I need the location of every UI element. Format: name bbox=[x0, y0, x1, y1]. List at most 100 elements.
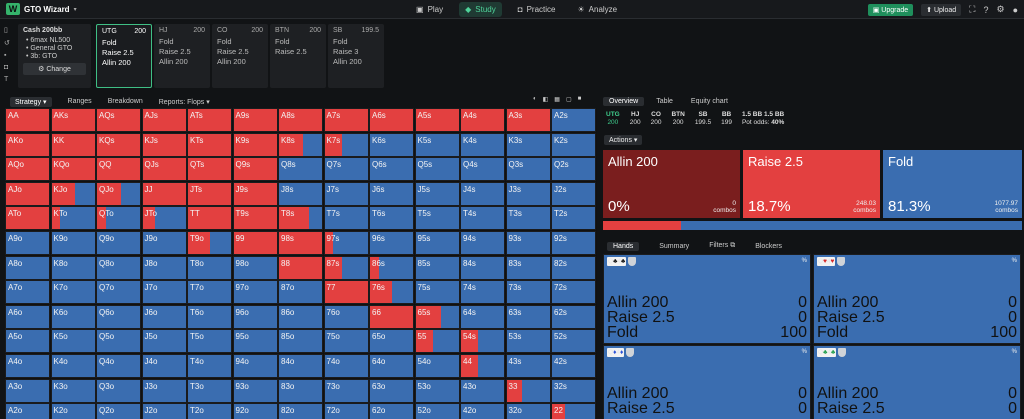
hand-cell[interactable]: ATs bbox=[187, 108, 232, 132]
hand-cell[interactable]: KQo bbox=[50, 157, 96, 182]
hand-cell[interactable]: AKo bbox=[5, 132, 50, 157]
tab-summary[interactable]: Summary bbox=[659, 242, 690, 250]
hand-cell[interactable]: 72s bbox=[551, 280, 596, 305]
position-action[interactable]: Allin 200 bbox=[217, 57, 246, 66]
hand-cell[interactable]: 95s bbox=[414, 231, 460, 255]
position-action[interactable]: Raise 3 bbox=[333, 47, 359, 56]
hand-cell[interactable]: 86o bbox=[278, 304, 323, 329]
hand-cell[interactable]: Q7o bbox=[96, 280, 141, 305]
hand-cell[interactable]: 62o bbox=[369, 403, 414, 419]
save-icon[interactable]: ▪ bbox=[4, 52, 7, 59]
hand-cell[interactable]: T3s bbox=[505, 206, 551, 231]
change-button[interactable]: ⚙ Change bbox=[23, 63, 86, 75]
hand-cell[interactable]: K9o bbox=[50, 231, 96, 255]
hand-cell[interactable]: AQs bbox=[96, 108, 141, 132]
nav-tab-analyze[interactable]: ☀ Analyze bbox=[577, 5, 618, 14]
hand-cell[interactable]: K5o bbox=[50, 329, 96, 354]
hand-cell[interactable]: 53o bbox=[414, 378, 460, 403]
view-solid-icon[interactable]: ■ bbox=[577, 96, 582, 102]
hand-cell[interactable]: K7s bbox=[323, 132, 369, 157]
hand-cell[interactable]: 87o bbox=[278, 280, 323, 305]
hand-card[interactable]: Q ♣ 4 ♣% Allin 200 0 Raise 2.5 0 Fold 100 bbox=[603, 254, 811, 344]
hand-cell[interactable]: T7o bbox=[187, 280, 232, 305]
hand-cell[interactable]: Q2s bbox=[551, 157, 596, 182]
position-action[interactable]: Fold bbox=[159, 37, 174, 46]
hand-cell[interactable]: 83o bbox=[278, 378, 323, 403]
hand-cell[interactable]: Q8s bbox=[278, 157, 323, 182]
position-action[interactable]: Fold bbox=[102, 38, 117, 47]
view-half-icon[interactable]: ◧ bbox=[542, 97, 549, 103]
hand-cell[interactable]: QJs bbox=[141, 157, 187, 182]
hand-cell[interactable]: J2s bbox=[551, 181, 596, 206]
hand-cell[interactable]: AQo bbox=[5, 157, 50, 182]
hand-cell[interactable]: T3o bbox=[187, 378, 232, 403]
hand-cell[interactable]: J2o bbox=[141, 403, 187, 419]
hand-cell[interactable]: KTo bbox=[50, 206, 96, 231]
hand-cell[interactable]: 52o bbox=[414, 403, 460, 419]
hand-cell[interactable]: K4s bbox=[460, 132, 505, 157]
hand-cell[interactable]: K6s bbox=[369, 132, 414, 157]
text-icon[interactable]: T bbox=[4, 76, 9, 83]
hand-cell[interactable]: K6o bbox=[50, 304, 96, 329]
actions-dropdown[interactable]: Actions ▾ bbox=[604, 135, 643, 145]
tab-reports[interactable]: Reports: Flops ▾ bbox=[158, 98, 210, 106]
position-action[interactable]: Allin 200 bbox=[333, 57, 362, 66]
nav-tab-practice[interactable]: ◘ Practice bbox=[517, 5, 556, 14]
hand-cell[interactable]: AJo bbox=[5, 181, 50, 206]
hand-cell[interactable]: J3s bbox=[505, 181, 551, 206]
hand-cell[interactable]: 97s bbox=[323, 231, 369, 255]
seat-co[interactable]: CO 200 bbox=[650, 111, 662, 126]
hand-cell[interactable]: Q9o bbox=[96, 231, 141, 255]
user-icon[interactable]: ● bbox=[1012, 4, 1018, 15]
view-grid-icon[interactable]: ▦ bbox=[554, 97, 560, 103]
view-square-icon[interactable]: ▢ bbox=[565, 97, 572, 103]
nav-tab-study[interactable]: ◆ Study bbox=[459, 2, 502, 17]
hand-cell[interactable]: A4o bbox=[5, 354, 50, 378]
hand-cell[interactable]: J4s bbox=[460, 181, 505, 206]
hand-cell[interactable]: A9o bbox=[5, 231, 50, 255]
hand-cell[interactable]: 22 bbox=[551, 403, 596, 419]
position-card-sb[interactable]: SB 199.5 Fold Raise 3 Allin 200 bbox=[328, 24, 384, 88]
hand-cell[interactable]: A5o bbox=[5, 329, 50, 354]
hand-cell[interactable]: J5s bbox=[414, 181, 460, 206]
hand-cell[interactable]: 94o bbox=[232, 354, 278, 378]
seat-bb[interactable]: BB 199 bbox=[721, 111, 732, 126]
tab-hands[interactable]: Hands bbox=[607, 241, 640, 251]
hand-cell[interactable]: T8o bbox=[187, 255, 232, 280]
hand-cell[interactable]: 96s bbox=[369, 231, 414, 255]
logo[interactable]: W GTO Wizard ▾ bbox=[6, 3, 77, 15]
position-card-co[interactable]: CO 200 Fold Raise 2.5 Allin 200 bbox=[212, 24, 268, 88]
hand-cell[interactable]: Q7s bbox=[323, 157, 369, 182]
hand-cell[interactable]: 85o bbox=[278, 329, 323, 354]
hand-cell[interactable]: KK bbox=[50, 132, 96, 157]
hand-cell[interactable]: T4s bbox=[460, 206, 505, 231]
upload-button[interactable]: ⬆ Upload bbox=[921, 3, 962, 16]
hand-cell[interactable]: K3o bbox=[50, 378, 96, 403]
action-box-allin[interactable]: Allin 200 0% 0 combos bbox=[603, 150, 740, 218]
hand-cell[interactable]: J5o bbox=[141, 329, 187, 354]
tab-ranges[interactable]: Ranges bbox=[67, 98, 92, 105]
hand-cell[interactable]: 43s bbox=[505, 354, 551, 378]
hand-cell[interactable]: 83s bbox=[505, 255, 551, 280]
chevron-down-icon[interactable]: ▾ bbox=[73, 6, 77, 13]
hand-cell[interactable]: 64o bbox=[369, 354, 414, 378]
hand-cell[interactable]: AA bbox=[5, 108, 50, 132]
tab-blockers[interactable]: Blockers bbox=[755, 242, 783, 250]
hand-cell[interactable]: 92s bbox=[551, 231, 596, 255]
hand-cell[interactable]: 76o bbox=[323, 304, 369, 329]
hand-cell[interactable]: 64s bbox=[460, 304, 505, 329]
hand-cell[interactable]: KJs bbox=[141, 132, 187, 157]
position-action[interactable]: Fold bbox=[333, 37, 348, 46]
hand-cell[interactable]: 99 bbox=[232, 231, 278, 255]
hand-cell[interactable]: 82o bbox=[278, 403, 323, 419]
hand-cell[interactable]: 32o bbox=[505, 403, 551, 419]
hand-cell[interactable]: 93o bbox=[232, 378, 278, 403]
hand-cell[interactable]: A3s bbox=[505, 108, 551, 132]
hand-cell[interactable]: TT bbox=[187, 206, 232, 231]
hand-card[interactable]: Q ♥ 4 ♥% Allin 200 0 Raise 2.5 0 Fold 100 bbox=[813, 254, 1021, 344]
hand-cell[interactable]: T2s bbox=[551, 206, 596, 231]
hand-cell[interactable]: Q6s bbox=[369, 157, 414, 182]
hand-cell[interactable]: 96o bbox=[232, 304, 278, 329]
hand-cell[interactable]: A3o bbox=[5, 378, 50, 403]
hand-cell[interactable]: T6s bbox=[369, 206, 414, 231]
